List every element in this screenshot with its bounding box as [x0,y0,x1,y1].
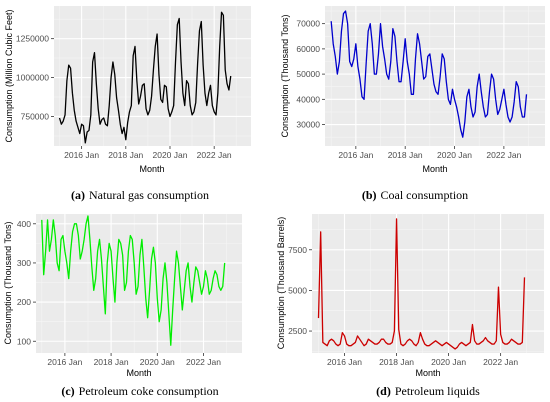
plot-background [312,214,544,353]
x-tick-label: 2018 Jan [379,357,414,367]
tick-labels: 2016 Jan 2018 Jan 2020 Jan 2022 Jan 100 200 30… [17,219,221,367]
caption-text: Petroleum liquids [395,384,480,398]
panel-caption: (a) Natural gas consumption [71,188,209,202]
x-tick-label: 2022 Jan [197,150,232,160]
caption-letter: (a) [71,188,85,202]
y-tick-label: 750000 [21,111,50,121]
caption-text: Petroleum coke consumption [79,384,219,398]
y-tick-label: 1250000 [16,34,49,44]
panel-natural-gas: 2016 Jan 2018 Jan 2020 Jan 2022 Jan 750000 10… [4,6,251,202]
y-tick-label: 50000 [296,69,320,79]
x-tick-label: 2020 Jan [140,357,175,367]
y-tick-label: 5000 [288,285,307,295]
y-tick-label: 1000000 [16,73,49,83]
caption-letter: (d) [376,384,391,398]
series-group [330,10,528,138]
y-tick-label: 2500 [288,326,307,336]
x-tick-label: 2022 Jan [486,150,521,160]
x-tick-label: 2020 Jan [437,150,472,160]
x-axis-title: Month [422,164,447,174]
caption-text: Coal consumption [381,188,469,202]
y-tick-label: 40000 [296,94,320,104]
tick-labels: 2016 Jan 2018 Jan 2020 Jan 2022 Jan 750000 10… [16,34,232,160]
y-tick-label: 200 [17,297,31,307]
y-tick-label: 60000 [296,44,320,54]
caption-letter: (b) [362,188,377,202]
x-axis-title: Month [139,164,164,174]
x-tick-label: 2016 Jan [327,357,362,367]
panel-caption: (b) Coal consumption [362,188,468,202]
x-tick-label: 2020 Jan [152,150,187,160]
x-tick-label: 2020 Jan [431,357,466,367]
x-tick-label: 2022 Jan [483,357,518,367]
panel-caption: (c) Petroleum coke consumption [61,384,218,398]
panel-petroleum-coke: 2016 Jan 2018 Jan 2020 Jan 2022 Jan 100 200 30… [3,214,242,398]
y-tick-label: 300 [17,258,31,268]
series-group [317,218,526,350]
y-axis-title: Consumption (Thousand Tons) [3,222,13,345]
series-line [58,11,232,144]
series-line [317,218,526,350]
x-tick-label: 2016 Jan [64,150,99,160]
series-line [330,10,528,138]
x-axis-title: Month [415,368,440,378]
x-tick-label: 2018 Jan [94,357,129,367]
tick-labels: 2016 Jan 2018 Jan 2020 Jan 2022 Jan 30000 400… [296,19,521,160]
y-axis-title: Consumption (Thousand Barrels) [276,217,286,350]
caption-text: Natural gas consumption [89,188,209,202]
x-axis-title: Month [126,368,151,378]
y-tick-label: 7500 [288,245,307,255]
x-tick-label: 2022 Jan [186,357,221,367]
panel-coal: 2016 Jan 2018 Jan 2020 Jan 2022 Jan 30000 400… [280,6,545,202]
panel-caption: (d) Petroleum liquids [376,384,480,398]
y-tick-label: 100 [17,336,31,346]
y-axis-title: Consumption (Thousand Tons) [280,15,290,138]
plot-background [325,6,545,146]
x-tick-label: 2016 Jan [338,150,373,160]
x-tick-label: 2018 Jan [108,150,143,160]
tick-labels: 2016 Jan 2018 Jan 2020 Jan 2022 Jan 2500 5000… [288,245,518,367]
series-group [58,11,232,144]
x-tick-label: 2016 Jan [47,357,82,367]
y-tick-label: 30000 [296,120,320,130]
plot-background [36,214,242,353]
y-tick-label: 400 [17,219,31,229]
series-group [41,215,226,346]
gridlines [325,6,545,146]
caption-letter: (c) [61,384,74,398]
y-axis-title: Consumption (Million Cubic Feet) [4,9,14,142]
series-line [41,215,226,346]
x-tick-label: 2018 Jan [388,150,423,160]
y-tick-label: 70000 [296,19,320,29]
panel-petroleum-liquids: 2016 Jan 2018 Jan 2020 Jan 2022 Jan 2500 5000… [276,214,544,398]
